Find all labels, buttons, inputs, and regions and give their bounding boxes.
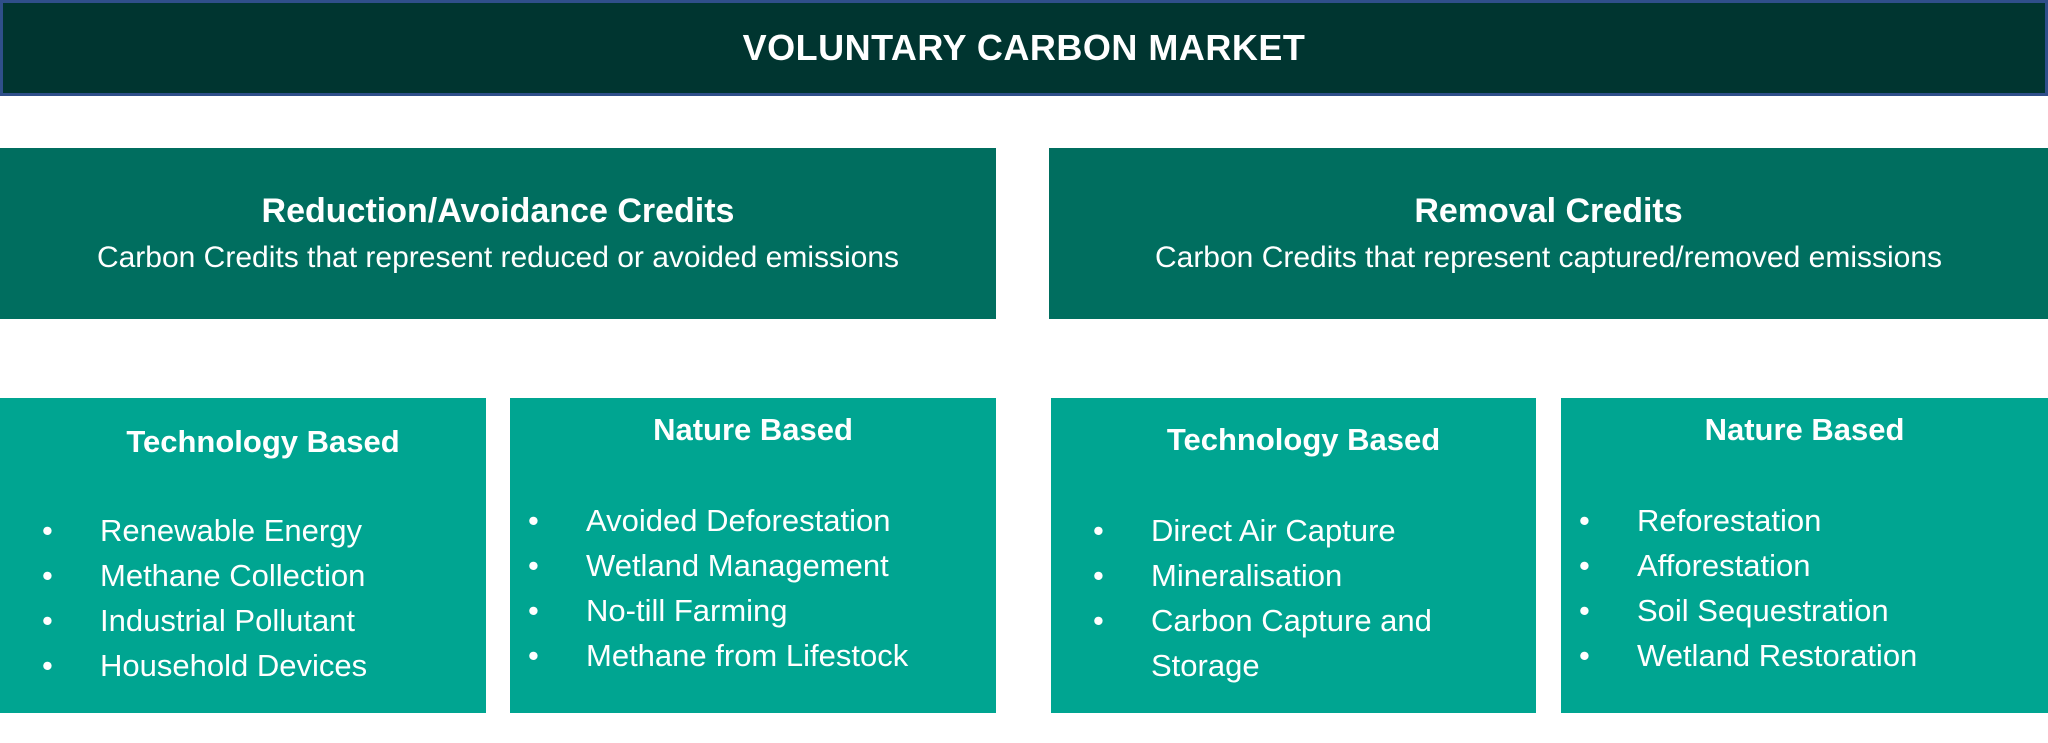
group-reduction-nature: Nature Based • Avoided Deforestation • Wetla… [510,398,996,713]
bullet-icon: • [1579,503,1590,538]
list-item-text: No-till Farming [586,593,788,628]
list-item: • Soil Sequestration [1579,588,1988,633]
list-item-text: Soil Sequestration [1637,593,1889,628]
bullet-icon: • [1093,558,1104,593]
category-heading: Reduction/Avoidance Credits [261,192,735,230]
list-item: • Carbon Capture and Storage [1093,598,1476,688]
list-item-text: Wetland Restoration [1637,638,1918,673]
list-item-text: Renewable Energy [100,513,362,548]
list-item: • Wetland Restoration [1579,633,1988,678]
list-item: • No-till Farming [528,588,936,633]
list-item: • Wetland Management [528,543,936,588]
bullet-icon: • [1093,603,1104,638]
bullet-icon: • [528,638,539,673]
list-item-text: Household Devices [100,648,368,683]
bullet-icon: • [1579,548,1590,583]
group-reduction-technology: Technology Based • Renewable Energy • Methan… [0,398,486,713]
list-item: • Industrial Pollutant [42,598,426,643]
bullet-icon: • [42,648,53,683]
list-item-text: Industrial Pollutant [100,603,356,638]
category-heading: Removal Credits [1414,192,1683,230]
group-item-list: • Renewable Energy • Methane Collection • Ind… [42,508,426,688]
list-item-text: Reforestation [1637,503,1822,538]
diagram-title: VOLUNTARY CARBON MARKET [0,0,2048,96]
group-item-list: • Avoided Deforestation • Wetland Managemen… [528,498,936,678]
list-item: • Methane from Lifestock [528,633,936,678]
bullet-icon: • [42,513,53,548]
list-item: • Avoided Deforestation [528,498,936,543]
group-heading: Nature Based [1704,412,1905,447]
list-item: • Renewable Energy [42,508,426,553]
group-item-list: • Reforestation • Afforestation • Soil Seques… [1579,498,1988,678]
category-description: Carbon Credits that represent captured/r… [1154,241,1943,274]
bullet-icon: • [528,503,539,538]
bullet-icon: • [528,593,539,628]
list-item: • Mineralisation [1093,553,1476,598]
list-item-text: Methane from Lifestock [586,638,909,673]
group-removal-nature: Nature Based • Reforestation • Afforestation… [1561,398,2048,713]
category-description: Carbon Credits that represent reduced or… [96,241,900,274]
list-item: • Methane Collection [42,553,426,598]
list-item-text: Afforestation [1637,548,1811,583]
group-heading: Technology Based [126,424,400,459]
list-item: • Reforestation [1579,498,1988,543]
group-removal-technology: Technology Based • Direct Air Capture • Mine… [1051,398,1536,713]
group-heading: Nature Based [653,412,853,447]
bullet-icon: • [42,558,53,593]
category-reduction-avoidance: Reduction/Avoidance Credits Carbon Credi… [0,148,996,319]
bullet-icon: • [1579,638,1590,673]
list-item: • Direct Air Capture [1093,508,1476,553]
list-item-text: Wetland Management [586,548,889,583]
bullet-icon: • [1579,593,1590,628]
list-item-text: Avoided Deforestation [586,503,891,538]
list-item-text: Methane Collection [100,558,366,593]
list-item-text: Carbon Capture and Storage [1151,603,1432,683]
group-item-list: • Direct Air Capture • Mineralisation • Carbo… [1093,508,1476,688]
bullet-icon: • [42,603,53,638]
group-heading: Technology Based [1166,422,1441,457]
list-item-text: Mineralisation [1151,558,1343,593]
list-item: • Household Devices [42,643,426,688]
list-item: • Afforestation [1579,543,1988,588]
list-item-text: Direct Air Capture [1151,513,1396,548]
bullet-icon: • [528,548,539,583]
category-removal: Removal Credits Carbon Credits that repr… [1049,148,2048,319]
bullet-icon: • [1093,513,1104,548]
